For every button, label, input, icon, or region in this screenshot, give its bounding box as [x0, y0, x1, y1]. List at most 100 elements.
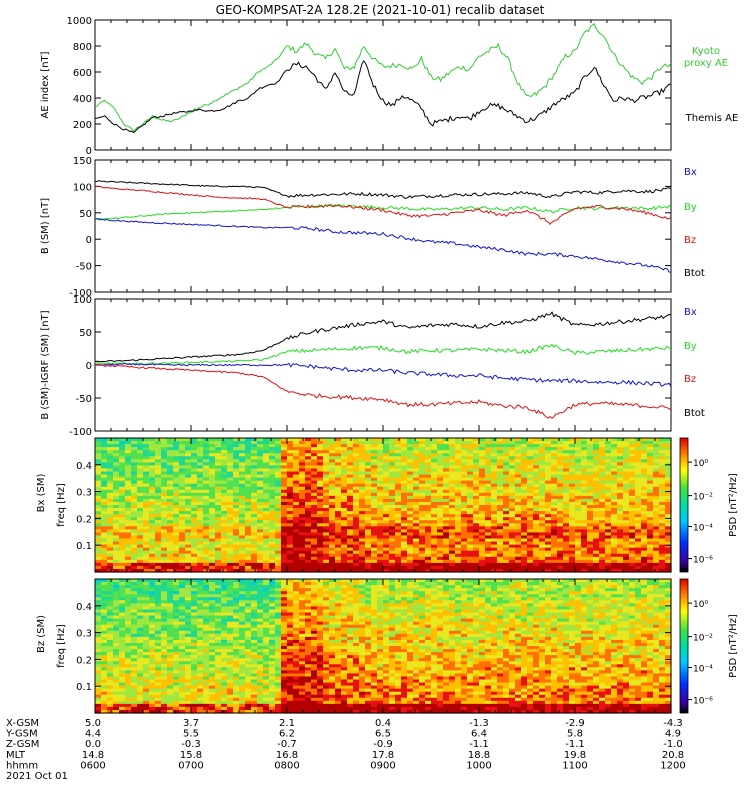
spectrogram-cell: [527, 562, 534, 567]
spectrogram-cell: [137, 517, 144, 521]
spectrogram-cell: [317, 529, 324, 534]
spectrogram-cell: [593, 553, 600, 558]
spectrogram-cell: [461, 438, 468, 442]
spectrogram-cell: [107, 498, 114, 503]
spectrogram-cell: [137, 664, 144, 668]
spectrogram-cell: [653, 465, 660, 470]
spectrogram-cell: [293, 517, 300, 521]
spectrogram-cell: [113, 483, 120, 488]
spectrogram-cell: [263, 526, 270, 530]
spectrogram-cell: [587, 450, 594, 454]
spectrogram-cell: [137, 511, 144, 515]
spectrogram-cell: [125, 456, 132, 460]
spectrogram-cell: [455, 520, 462, 524]
spectrogram-cell: [269, 459, 276, 463]
spectrogram-cell: [377, 495, 384, 500]
spectrogram-cell: [371, 474, 378, 479]
spectrogram-cell: [113, 520, 120, 524]
spectrogram-cell: [581, 495, 588, 500]
spectrogram-cell: [149, 556, 156, 561]
spectrogram-cell: [179, 450, 186, 454]
spectrogram-cell: [473, 486, 480, 491]
spectrogram-cell: [197, 508, 204, 512]
spectrogram-cell: [269, 489, 276, 494]
spectrogram-cell: [467, 447, 474, 451]
spectrogram-cell: [125, 670, 132, 675]
spectrogram-cell: [341, 547, 348, 552]
spectrogram-cell: [341, 495, 348, 500]
spectrogram-cell: [323, 444, 330, 448]
spectrogram-cell: [239, 553, 246, 558]
spectrogram-cell: [335, 523, 342, 527]
spectrogram-cell: [455, 492, 462, 497]
spectrogram-cell: [431, 453, 438, 457]
spectrogram-cell: [239, 456, 246, 460]
spectrogram-cell: [299, 444, 306, 448]
spectrogram-cell: [125, 585, 132, 589]
spectrogram-cell: [407, 462, 414, 467]
spectrogram-cell: [317, 517, 324, 521]
spectrogram-cell: [497, 538, 504, 543]
spectrogram-cell: [569, 538, 576, 543]
spectrogram-cell: [485, 465, 492, 470]
spectrogram-cell: [293, 562, 300, 567]
spectrogram-cell: [161, 453, 168, 457]
spectrogram-cell: [623, 450, 630, 454]
spectrogram-cell: [257, 508, 264, 512]
spectrogram-cell: [113, 642, 120, 647]
spectrogram-cell: [533, 465, 540, 470]
spectrogram-cell: [545, 498, 552, 503]
spectrogram-cell: [659, 492, 666, 497]
spectrogram-cell: [101, 471, 108, 476]
spectrogram-cell: [227, 514, 234, 518]
spectrogram-cell: [491, 465, 498, 470]
spectrogram-cell: [395, 511, 402, 515]
spectrogram-cell: [419, 505, 426, 509]
spectrogram-cell: [131, 477, 138, 482]
spectrogram-cell: [101, 568, 108, 573]
spectrogram-cell: [569, 523, 576, 527]
spectrogram-cell: [257, 556, 264, 561]
spectrogram-cell: [605, 538, 612, 543]
spectrogram-cell: [569, 556, 576, 561]
spectrogram-cell: [491, 547, 498, 552]
spectrogram-cell: [197, 480, 204, 485]
spectrogram-cell: [533, 544, 540, 549]
spectrogram-cell: [149, 562, 156, 567]
spectrogram-cell: [305, 505, 312, 509]
spectrogram-cell: [161, 541, 168, 546]
spectrogram-cell: [449, 517, 456, 521]
spectrogram-cell: [641, 508, 648, 512]
spectrogram-cell: [629, 501, 636, 506]
spectrogram-cell: [521, 568, 528, 573]
spectrogram-cell: [281, 526, 288, 530]
spectrogram-cell: [101, 474, 108, 479]
spectrogram-cell: [617, 438, 624, 442]
spectrogram-cell: [125, 471, 132, 476]
spectrogram-cell: [491, 486, 498, 491]
spectrogram-cell: [257, 520, 264, 524]
spectrogram-cell: [551, 505, 558, 509]
spectrogram-cell: [509, 535, 516, 540]
spectrogram-cell: [437, 465, 444, 470]
spectrogram-cell: [215, 511, 222, 515]
spectrogram-cell: [149, 532, 156, 537]
spectrogram-cell: [281, 553, 288, 558]
spectrogram-cell: [101, 465, 108, 470]
spectrogram-cell: [125, 649, 132, 653]
spectrogram-cell: [161, 562, 168, 567]
spectrogram-cell: [125, 511, 132, 515]
spectrogram-cell: [491, 553, 498, 558]
spectrogram-cell: [659, 547, 666, 552]
legend-by: By: [684, 202, 697, 213]
spectrogram-cell: [299, 547, 306, 552]
spectrogram-cell: [119, 480, 126, 485]
b_sm_igrf-ytick-label: -100: [69, 427, 92, 438]
spectrogram-cell: [251, 468, 258, 473]
spectrogram-cell: [623, 456, 630, 460]
spectrogram-cell: [407, 468, 414, 473]
spectrogram-cell: [215, 489, 222, 494]
spectrogram-cell: [263, 547, 270, 552]
spectrogram-cell: [269, 468, 276, 473]
spectrogram-cell: [119, 447, 126, 451]
